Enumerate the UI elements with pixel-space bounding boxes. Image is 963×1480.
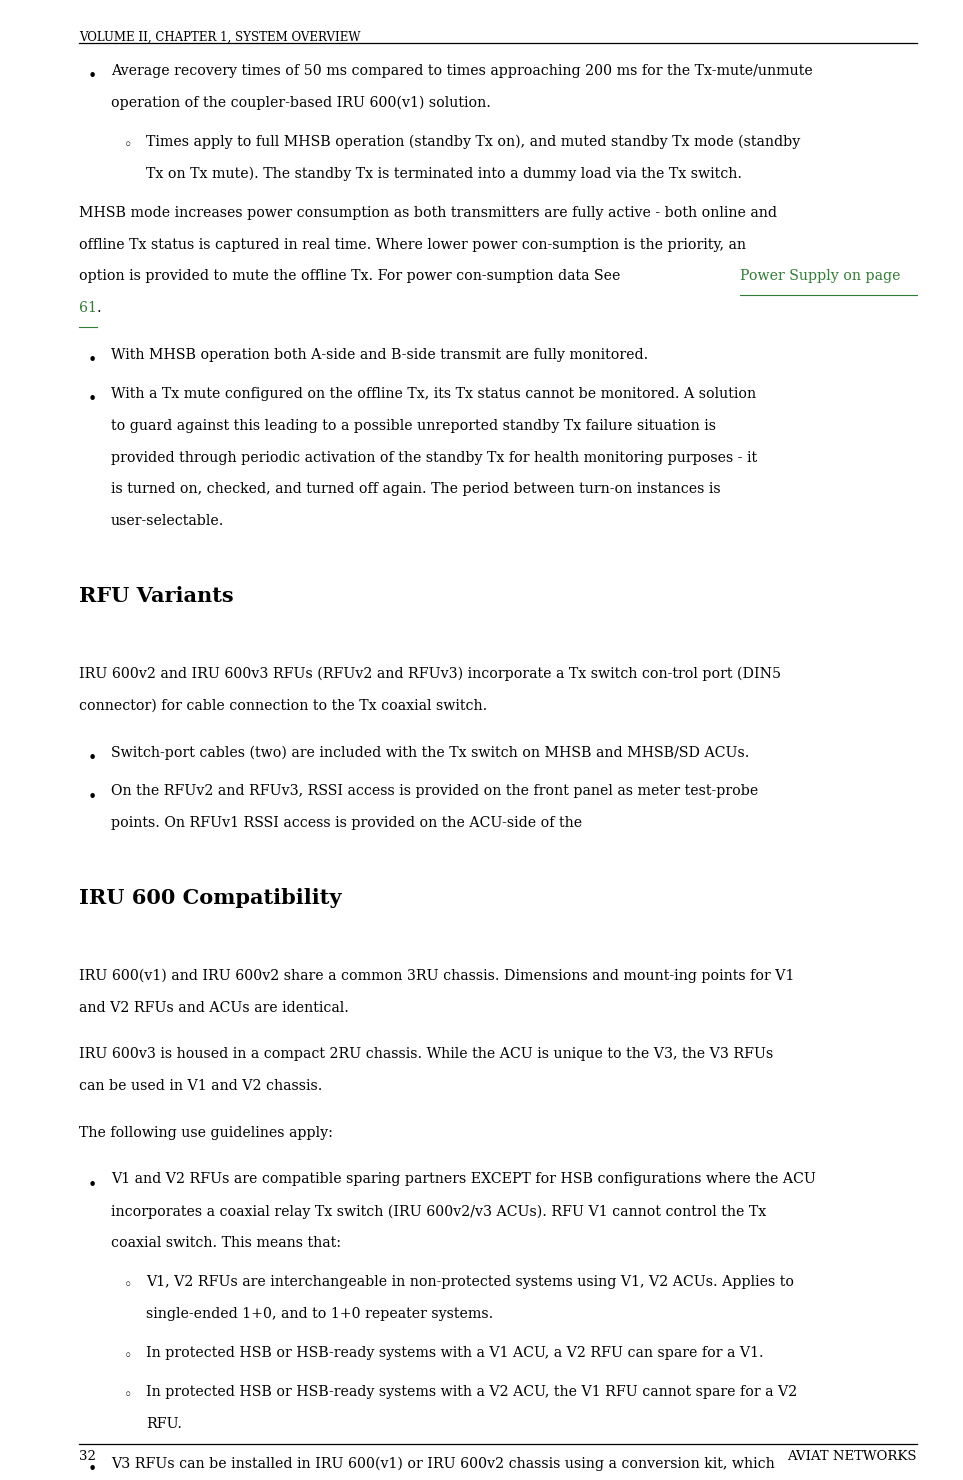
Text: •: •: [88, 1177, 97, 1194]
Text: V1, V2 RFUs are interchangeable in non-protected systems using V1, V2 ACUs. Appl: V1, V2 RFUs are interchangeable in non-p…: [146, 1276, 794, 1289]
Text: provided through periodic activation of the standby Tx for health monitoring pur: provided through periodic activation of …: [111, 450, 757, 465]
Text: 32: 32: [79, 1450, 96, 1464]
Text: ◦: ◦: [124, 1279, 132, 1292]
Text: With a Tx mute configured on the offline Tx, its Tx status cannot be monitored. : With a Tx mute configured on the offline…: [111, 386, 756, 401]
Text: In protected HSB or HSB-ready systems with a V1 ACU, a V2 RFU can spare for a V1: In protected HSB or HSB-ready systems wi…: [146, 1347, 764, 1360]
Text: Tx on Tx mute). The standby Tx is terminated into a dummy load via the Tx switch: Tx on Tx mute). The standby Tx is termin…: [146, 166, 742, 181]
Text: With MHSB operation both A-side and B-side transmit are fully monitored.: With MHSB operation both A-side and B-si…: [111, 348, 648, 361]
Text: •: •: [88, 68, 97, 84]
Text: connector) for cable connection to the Tx coaxial switch.: connector) for cable connection to the T…: [79, 699, 487, 713]
Text: IRU 600 Compatibility: IRU 600 Compatibility: [79, 888, 342, 909]
Text: •: •: [88, 352, 97, 369]
Text: VOLUME II, CHAPTER 1, SYSTEM OVERVIEW: VOLUME II, CHAPTER 1, SYSTEM OVERVIEW: [79, 31, 360, 44]
Text: IRU 600(v1) and IRU 600v2 share a common 3RU chassis. Dimensions and mount-ing p: IRU 600(v1) and IRU 600v2 share a common…: [79, 969, 794, 983]
Text: ◦: ◦: [124, 1388, 132, 1403]
Text: The following use guidelines apply:: The following use guidelines apply:: [79, 1126, 333, 1140]
Text: coaxial switch. This means that:: coaxial switch. This means that:: [111, 1236, 341, 1251]
Text: operation of the coupler-based IRU 600(v1) solution.: operation of the coupler-based IRU 600(v…: [111, 95, 490, 110]
Text: can be used in V1 and V2 chassis.: can be used in V1 and V2 chassis.: [79, 1079, 323, 1094]
Text: •: •: [88, 750, 97, 767]
Text: V3 RFUs can be installed in IRU 600(v1) or IRU 600v2 chassis using a conversion : V3 RFUs can be installed in IRU 600(v1) …: [111, 1456, 774, 1471]
Text: V1 and V2 RFUs are compatible sparing partners EXCEPT for HSB configurations whe: V1 and V2 RFUs are compatible sparing pa…: [111, 1172, 816, 1187]
Text: is turned on, checked, and turned off again. The period between turn-on instance: is turned on, checked, and turned off ag…: [111, 482, 720, 496]
Text: 61: 61: [79, 300, 97, 315]
Text: offline Tx status is captured in real time. Where lower power con-sumption is th: offline Tx status is captured in real ti…: [79, 237, 746, 252]
Text: •: •: [88, 1461, 97, 1479]
Text: RFU.: RFU.: [146, 1418, 182, 1431]
Text: Average recovery times of 50 ms compared to times approaching 200 ms for the Tx-: Average recovery times of 50 ms compared…: [111, 64, 813, 77]
Text: IRU 600v2 and IRU 600v3 RFUs (RFUv2 and RFUv3) incorporate a Tx switch con-trol : IRU 600v2 and IRU 600v3 RFUs (RFUv2 and …: [79, 667, 781, 681]
Text: MHSB mode increases power consumption as both transmitters are fully active - bo: MHSB mode increases power consumption as…: [79, 206, 777, 219]
Text: On the RFUv2 and RFUv3, RSSI access is provided on the front panel as meter test: On the RFUv2 and RFUv3, RSSI access is p…: [111, 784, 758, 799]
Text: points. On RFUv1 RSSI access is provided on the ACU-side of the: points. On RFUv1 RSSI access is provided…: [111, 817, 582, 830]
Text: user-selectable.: user-selectable.: [111, 514, 224, 528]
Text: In protected HSB or HSB-ready systems with a V2 ACU, the V1 RFU cannot spare for: In protected HSB or HSB-ready systems wi…: [146, 1385, 797, 1400]
Text: •: •: [88, 391, 97, 408]
Text: •: •: [88, 789, 97, 807]
Text: incorporates a coaxial relay Tx switch (IRU 600v2/v3 ACUs). RFU V1 cannot contro: incorporates a coaxial relay Tx switch (…: [111, 1205, 766, 1218]
Text: ◦: ◦: [124, 138, 132, 151]
Text: Power Supply on page: Power Supply on page: [741, 269, 901, 283]
Text: Times apply to full MHSB operation (standby Tx on), and muted standby Tx mode (s: Times apply to full MHSB operation (stan…: [146, 135, 800, 149]
Text: and V2 RFUs and ACUs are identical.: and V2 RFUs and ACUs are identical.: [79, 1000, 349, 1015]
Text: single-ended 1+0, and to 1+0 repeater systems.: single-ended 1+0, and to 1+0 repeater sy…: [146, 1307, 494, 1322]
Text: Switch-port cables (two) are included with the Tx switch on MHSB and MHSB/SD ACU: Switch-port cables (two) are included wi…: [111, 746, 749, 759]
Text: ◦: ◦: [124, 1350, 132, 1363]
Text: IRU 600v3 is housed in a compact 2RU chassis. While the ACU is unique to the V3,: IRU 600v3 is housed in a compact 2RU cha…: [79, 1048, 773, 1061]
Text: AVIAT NETWORKS: AVIAT NETWORKS: [788, 1450, 917, 1464]
Text: to guard against this leading to a possible unreported standby Tx failure situat: to guard against this leading to a possi…: [111, 419, 716, 432]
Text: RFU Variants: RFU Variants: [79, 586, 234, 607]
Text: .: .: [96, 300, 101, 315]
Text: option is provided to mute the offline Tx. For power con-sumption data See: option is provided to mute the offline T…: [79, 269, 625, 283]
